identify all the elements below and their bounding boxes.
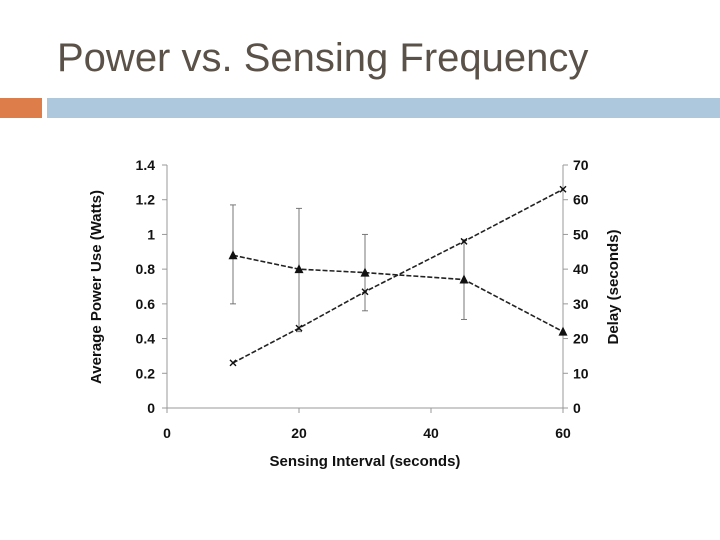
data-point-triangle xyxy=(459,274,469,284)
data-point-cross xyxy=(559,185,567,193)
y-axis-label: Average Power Use (Watts) xyxy=(88,190,105,384)
labels: Sensing Interval (seconds) Average Power… xyxy=(88,190,622,470)
title-rule-bar xyxy=(47,98,720,118)
title-accent-bar xyxy=(0,98,42,118)
y2-tick-label: 30 xyxy=(573,296,589,312)
y2-tick-label: 50 xyxy=(573,226,589,242)
y2-tick-label: 0 xyxy=(573,400,581,416)
data-point-triangle xyxy=(360,267,370,277)
series-layer xyxy=(228,185,568,367)
y2-axis-label: Delay (seconds) xyxy=(605,229,622,344)
y-tick-label: 0.4 xyxy=(136,331,156,347)
x-axis-label: Sensing Interval (seconds) xyxy=(270,453,461,470)
x-tick-label: 60 xyxy=(555,425,571,441)
y2-tick-label: 20 xyxy=(573,331,589,347)
y-tick-label: 0.6 xyxy=(136,296,156,312)
series-line-1 xyxy=(232,254,564,333)
x-tick-label: 20 xyxy=(291,425,307,441)
y2-tick-label: 40 xyxy=(573,261,589,277)
data-point-cross xyxy=(361,288,369,296)
data-point-cross xyxy=(295,324,303,332)
y-tick-label: 1 xyxy=(147,226,155,242)
y-tick-label: 0.8 xyxy=(136,261,156,277)
series-line-2 xyxy=(232,188,564,364)
y2-tick-label: 10 xyxy=(573,365,589,381)
data-point-triangle xyxy=(294,264,304,274)
y2-tick-label: 70 xyxy=(573,157,589,173)
y2-tick-label: 60 xyxy=(573,192,589,208)
y-tick-label: 1.4 xyxy=(136,157,156,173)
slide-title: Power vs. Sensing Frequency xyxy=(57,36,589,80)
y-tick-label: 0 xyxy=(147,400,155,416)
data-point-triangle xyxy=(228,250,238,260)
y-tick-label: 0.2 xyxy=(136,365,156,381)
x-tick-label: 0 xyxy=(163,425,171,441)
data-point-cross xyxy=(460,237,468,245)
y-tick-label: 1.2 xyxy=(136,192,156,208)
data-point-triangle xyxy=(558,326,568,336)
data-point-cross xyxy=(229,359,237,367)
x-tick-label: 40 xyxy=(423,425,439,441)
axes: 0 0.2 0.4 0.6 0.8 1 1.2 1.4 0 10 20 30 40 50 60 70 0 20 40… xyxy=(136,157,589,441)
